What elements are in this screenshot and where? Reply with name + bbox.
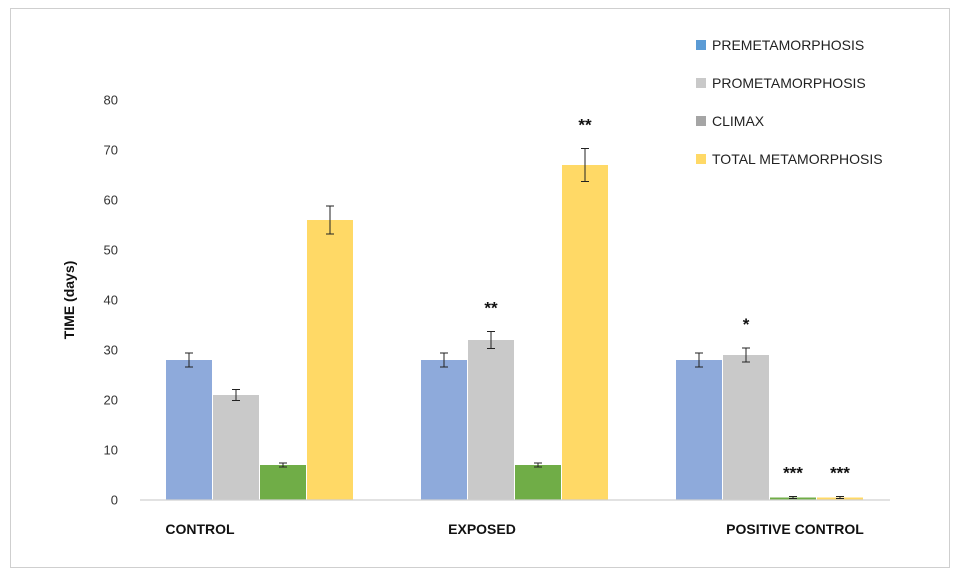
y-tick-label: 0 [111,493,118,508]
y-tick-label: 30 [104,343,118,358]
bar [307,220,353,500]
legend-label: CLIMAX [712,113,765,129]
legend: PREMETAMORPHOSIS PROMETAMORPHOSIS CLIMAX TO… [696,37,883,167]
category-label: EXPOSED [448,521,516,537]
category-label: CONTROL [165,521,235,537]
y-tick-label: 50 [104,243,118,258]
legend-label: PREMETAMORPHOSIS [712,37,864,53]
y-axis-label: TIME (days) [61,261,77,340]
y-tick-label: 40 [104,293,118,308]
bar [166,360,212,500]
bar [676,360,722,500]
y-tick-label: 80 [104,93,118,108]
bar [260,465,306,500]
significance-marker: *** [783,464,803,483]
y-axis: 0 10 20 30 40 50 60 70 80 [104,93,118,508]
legend-swatch [696,78,706,88]
y-tick-label: 70 [104,143,118,158]
significance-marker: *** [830,464,850,483]
significance-marker: * [743,315,750,334]
x-axis: CONTROL EXPOSED POSITIVE CONTROL [140,499,890,537]
legend-swatch [696,40,706,50]
y-tick-label: 10 [104,443,118,458]
bar [723,355,769,500]
y-tick-label: 60 [104,193,118,208]
bar [213,395,259,500]
legend-label: TOTAL METAMORPHOSIS [712,151,883,167]
bar [515,465,561,500]
y-tick-label: 20 [104,393,118,408]
bar [468,340,514,500]
bars: ******** *** [166,116,863,500]
significance-marker: ** [484,299,498,318]
legend-swatch [696,116,706,126]
significance-marker: ** [578,116,592,135]
category-label: POSITIVE CONTROL [726,521,864,537]
bar [562,165,608,500]
legend-label: PROMETAMORPHOSIS [712,75,866,91]
bar [421,360,467,500]
legend-swatch [696,154,706,164]
